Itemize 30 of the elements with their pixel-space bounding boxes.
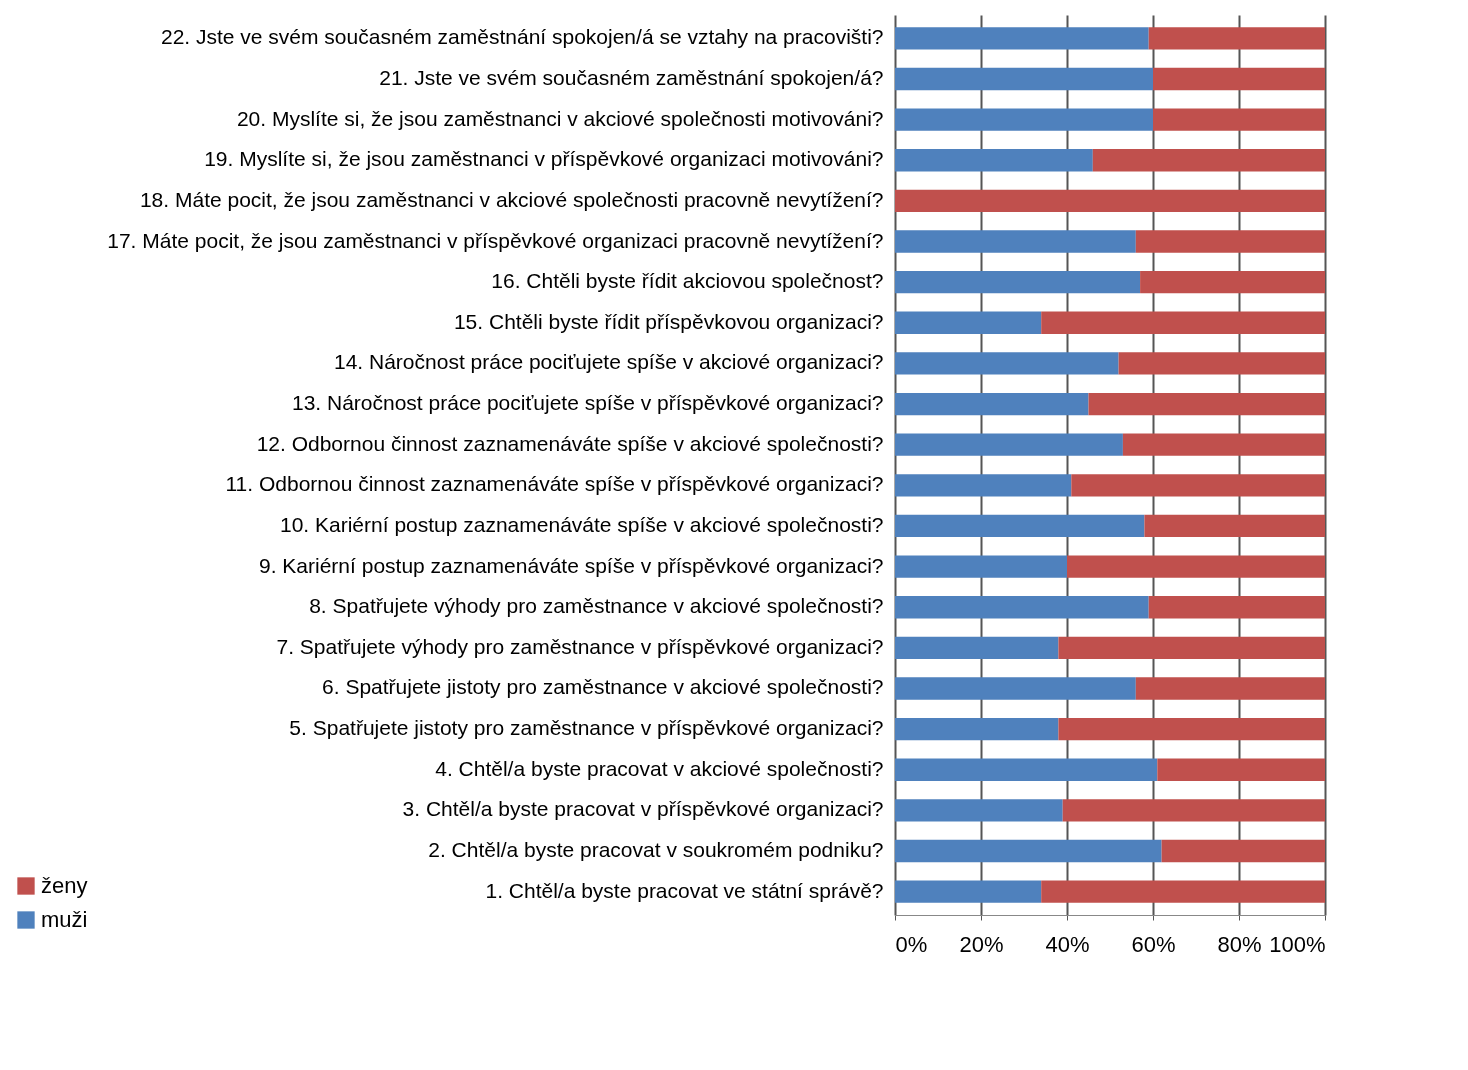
y-tick-label: 16. Chtěli byste řídit akciovou společnost? [491, 269, 884, 293]
y-tick-label: 3. Chtěl/a byste pracovat v příspěvkové organizaci? [402, 797, 884, 821]
y-tick-label: 12. Odbornou činnost zaznamenáváte spíše v akciové společnosti? [256, 431, 884, 455]
y-tick-label: 2. Chtěl/a byste pracovat v soukromém podniku? [428, 838, 884, 861]
y-tick-label: 18. Máte pocit, že jsou zaměstnanci v akciové společnosti pracovně nevytížení? [139, 187, 884, 211]
x-tick-label: 100% [1269, 931, 1326, 957]
y-tick-label: 1. Chtěl/a byste pracovat ve státní správě? [485, 878, 884, 902]
y-tick-label: 15. Chtěli byste řídit příspěvkovou organizaci? [453, 309, 884, 333]
y-tick-label: 21. Jste ve svém současném zaměstnání spokojen/á? [379, 66, 884, 89]
y-tick-label: 11. Odbornou činnost zaznamenáváte spíše v příspěvkové organizaci? [225, 472, 884, 496]
x-tick-label: 60% [1131, 931, 1176, 957]
y-tick-label: 14. Náročnost práce pociťujete spíše v akciové organizaci? [333, 350, 884, 374]
x-tick-label: 80% [1217, 931, 1262, 957]
y-tick-label: 13. Náročnost práce pociťujete spíše v příspěvkové organizaci? [291, 391, 884, 415]
y-tick-label: 8. Spatřujete výhody pro zaměstnance v akciové společnosti? [309, 594, 884, 618]
y-tick-label: 22. Jste ve svém současném zaměstnání spokojen/á se vztahy na pracovišti? [160, 25, 884, 49]
y-tick-label: 9. Kariérní postup zaznamenáváte spíše v příspěvkové organizaci? [258, 553, 884, 577]
y-tick-label: 5. Spatřujete jistoty pro zaměstnance v příspěvkové organizaci? [289, 716, 884, 740]
y-tick-label: 20. Myslíte si, že jsou zaměstnanci v akciové společnosti motivováni? [236, 106, 884, 130]
x-tick-label: 20% [959, 931, 1004, 957]
y-tick-label: 17. Máte pocit, že jsou zaměstnanci v příspěvkové organizaci pracovně nevytížení? [107, 228, 884, 252]
x-tick-label: 40% [1045, 931, 1090, 957]
legend-label: muži [41, 907, 88, 932]
legend-label: ženy [41, 873, 88, 898]
y-tick-label: 10. Kariérní postup zaznamenáváte spíše v akciové společnosti? [279, 512, 884, 536]
y-tick-label: 4. Chtěl/a byste pracovat v akciové společnosti? [435, 756, 884, 780]
y-tick-label: 6. Spatřujete jistoty pro zaměstnance v akciové společnosti? [322, 675, 884, 699]
y-tick-label: 7. Spatřujete výhody pro zaměstnance v příspěvkové organizaci? [276, 634, 884, 658]
x-tick-label: 0% [895, 931, 928, 957]
y-tick-label: 19. Myslíte si, že jsou zaměstnanci v příspěvkové organizaci motivováni? [204, 147, 884, 171]
